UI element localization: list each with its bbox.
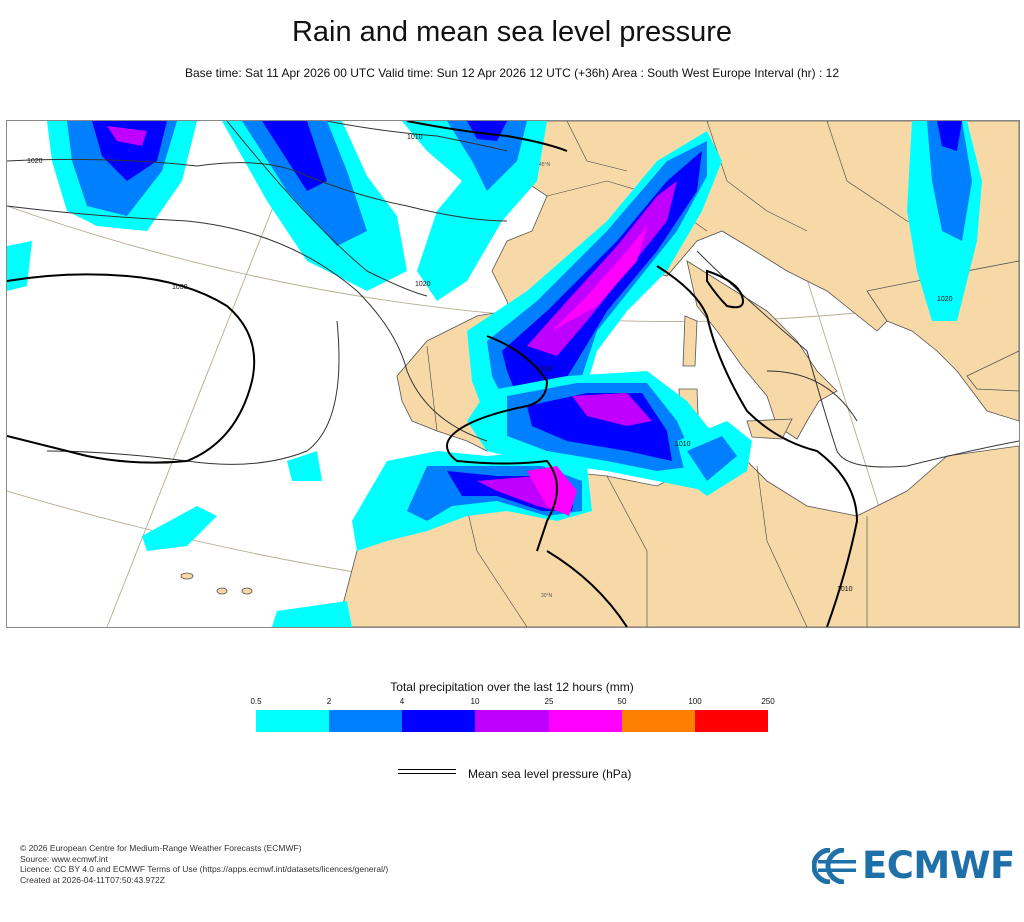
footer-source: Source: www.ecmwf.int (20, 853, 108, 864)
mslp-legend: Mean sea level pressure (hPa) (398, 764, 658, 784)
isobar-label: 1010 (407, 134, 423, 141)
isobar-label: 1020 (937, 296, 953, 303)
page-title: Rain and mean sea level pressure (291, 16, 733, 48)
legend-swatch (402, 710, 476, 732)
isobar-label: 1010 (837, 586, 853, 593)
legend-label: 10 (470, 697, 480, 706)
legend-label: 2 (326, 697, 332, 706)
ecmwf-logo-text: ECMWF (862, 844, 1015, 887)
legend-label: 100 (688, 697, 702, 706)
lat-label: 45°N (539, 162, 551, 168)
mslp-line-sample (398, 769, 456, 774)
precipitation (7, 121, 982, 627)
legend-swatch (329, 710, 403, 732)
isobar-label: 1010 (537, 366, 553, 373)
footer-copyright: © 2026 European Centre for Medium-Range … (20, 843, 302, 853)
footer: © 2026 European Centre for Medium-Range … (20, 843, 388, 885)
legend-swatch (694, 710, 768, 732)
legend-title: Total precipitation over the last 12 hou… (390, 680, 634, 694)
legend-swatch (475, 710, 549, 732)
legend-swatch (256, 710, 330, 732)
lat-label: 30°N (541, 593, 553, 599)
weather-map[interactable]: 1020 1010 1030 1020 1010 1020 1010 1010 … (6, 120, 1020, 628)
footer-licence: Licence: CC BY 4.0 and ECMWF Terms of Us… (20, 864, 389, 874)
legend-labels: 0.5 2 4 10 25 50 100 250 (250, 697, 774, 709)
isobar-label: 1020 (27, 158, 43, 165)
legend-swatch (548, 710, 622, 732)
mslp-legend-label: Mean sea level pressure (hPa) (468, 767, 632, 781)
ecmwf-logo-icon (812, 848, 856, 884)
legend-label: 50 (617, 697, 627, 706)
legend-color-bar (256, 710, 768, 732)
borders (426, 121, 968, 627)
legend-label: 250 (761, 697, 775, 706)
legend-label: 0.5 (250, 697, 262, 706)
isobars (7, 121, 1019, 468)
legend-swatch (621, 710, 695, 732)
legend-label: 25 (544, 697, 554, 706)
isobar-label: 1020 (415, 281, 431, 288)
footer-created: Created at 2026-04-11T07:50:43.972Z (20, 874, 165, 885)
map-canvas: 1020 1010 1030 1020 1010 1020 1010 1010 … (7, 121, 1019, 627)
isobars-thick (7, 121, 859, 627)
legend-label: 4 (399, 697, 405, 706)
isobar-label: 1010 (675, 441, 691, 448)
isobar-labels: 1020 1010 1030 1020 1010 1020 1010 1010 … (27, 134, 953, 599)
page-subtitle: Base time: Sat 11 Apr 2026 00 UTC Valid … (184, 66, 839, 80)
ecmwf-logo[interactable]: ECMWF (812, 844, 1015, 887)
isobar-label: 1030 (172, 284, 188, 291)
